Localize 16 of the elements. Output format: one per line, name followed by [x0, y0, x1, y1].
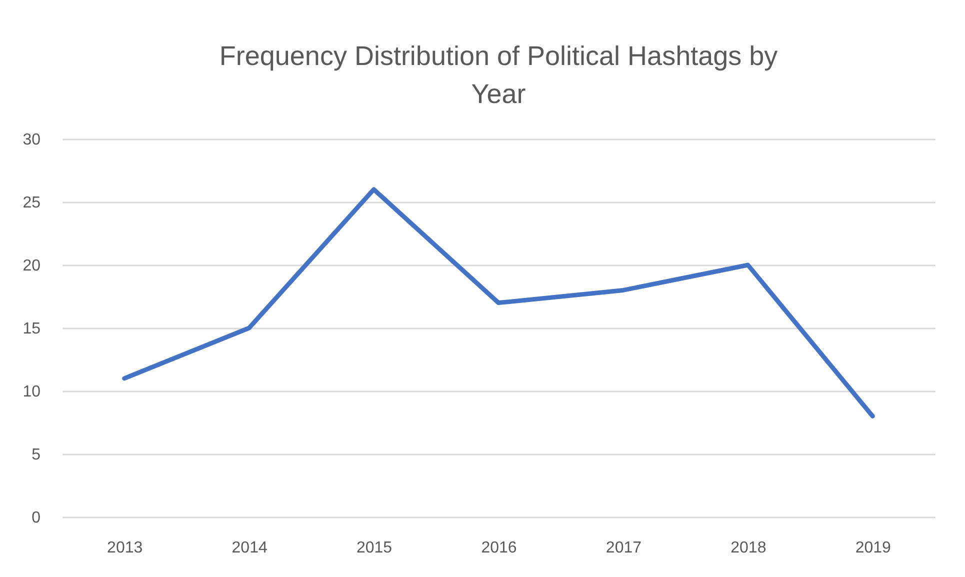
x-tick-label: 2015	[356, 540, 392, 556]
x-tick-label: 2018	[730, 540, 766, 556]
y-tick-label: 20	[22, 258, 41, 274]
x-tick-label: 2013	[107, 540, 143, 556]
y-tick-label: 15	[22, 320, 41, 338]
y-tick-label: 30	[22, 132, 41, 148]
y-tick-label: 5	[32, 446, 41, 464]
y-tick-label: 0	[32, 510, 41, 526]
x-tick-label: 2016	[481, 540, 517, 556]
x-tick-label: 2017	[606, 540, 642, 556]
line-series	[122, 187, 875, 418]
y-tick-label: 10	[22, 384, 41, 400]
chart-title: Frequency Distribution of Political Hashtags by Year	[219, 41, 778, 109]
x-tick-label: 2014	[232, 540, 268, 556]
x-tick-label: 2019	[855, 540, 892, 556]
y-tick-label: 25	[22, 194, 41, 212]
